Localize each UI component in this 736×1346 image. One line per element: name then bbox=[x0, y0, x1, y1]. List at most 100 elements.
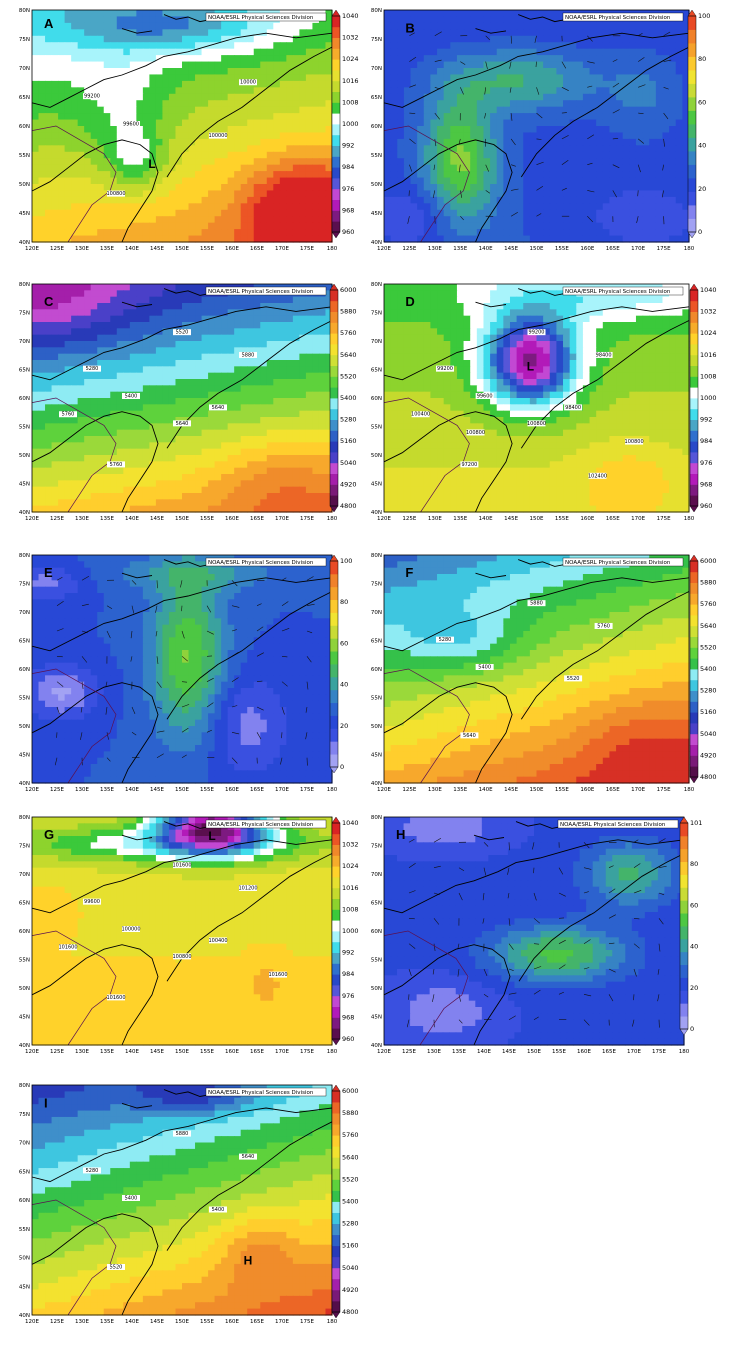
lon-tick-label: 165E bbox=[606, 246, 620, 252]
colorbar-tick-label: 60 bbox=[698, 98, 706, 106]
lat-tick-label: 55N bbox=[371, 153, 382, 159]
lat-tick-label: 40N bbox=[19, 1313, 30, 1319]
lat-tick-label: 60N bbox=[371, 929, 382, 935]
wind-arrow bbox=[633, 943, 640, 949]
wind-arrow bbox=[509, 87, 512, 93]
wind-arrow bbox=[281, 601, 289, 606]
contour-label: 5400 bbox=[478, 665, 491, 671]
wind-arrow bbox=[131, 732, 137, 736]
wind-arrow bbox=[434, 138, 437, 147]
wind-arrow bbox=[434, 59, 442, 62]
lon-tick-label: 120E bbox=[377, 516, 391, 522]
wind-arrow bbox=[306, 681, 309, 690]
panel-d-sea-level-pressure: NOAA/ESRL Physical Sciences Division 80N 7… bbox=[362, 282, 732, 530]
lon-tick-label: 140E bbox=[125, 787, 139, 793]
wind-arrow bbox=[56, 681, 64, 687]
lat-tick-label: 50N bbox=[371, 453, 382, 459]
lat-tick-label: 45N bbox=[19, 1015, 30, 1021]
lat-tick-label: 60N bbox=[371, 396, 382, 402]
field-fill bbox=[384, 555, 690, 784]
wind-arrow bbox=[632, 1019, 635, 1027]
colorbar-tick-label: 992 bbox=[342, 949, 354, 957]
contour-label: 5280 bbox=[86, 366, 99, 372]
wind-arrow bbox=[460, 190, 463, 198]
lat-tick-label: 75N bbox=[19, 1112, 30, 1118]
contour-label: 97200 bbox=[461, 462, 477, 468]
wind-arrow bbox=[231, 677, 239, 682]
lon-tick-label: 145E bbox=[150, 516, 164, 522]
wind-arrow bbox=[306, 656, 312, 663]
lat-tick-label: 45N bbox=[19, 1284, 30, 1290]
colorbar: 6000 5880 5760 5640 5520 5400 5280 5160 5040 4920… bbox=[329, 283, 357, 513]
wind-arrow bbox=[281, 681, 288, 687]
wind-arrow bbox=[658, 943, 661, 952]
wind-arrow bbox=[181, 656, 188, 662]
lon-tick-label: 140E bbox=[125, 1319, 139, 1325]
colorbar-tick-label: 5640 bbox=[340, 351, 357, 359]
credit-label: NOAA/ESRL Physical Sciences Division bbox=[565, 289, 671, 295]
wind-arrow bbox=[105, 681, 108, 688]
lon-tick-label: 165E bbox=[250, 516, 264, 522]
wind-arrow bbox=[533, 892, 537, 901]
lon-tick-label: 150E bbox=[530, 787, 544, 793]
wind-arrow bbox=[608, 968, 616, 973]
wind-arrow bbox=[663, 138, 665, 147]
colorbar-tick-label: 992 bbox=[700, 416, 712, 424]
colorbar-tick-label: 5880 bbox=[342, 1109, 359, 1117]
colorbar: 100 80 60 40 20 0 bbox=[687, 9, 710, 239]
wind-arrow bbox=[663, 31, 671, 37]
colorbar-tick-label: 60 bbox=[690, 901, 698, 909]
lon-tick-label: 180 bbox=[327, 787, 338, 793]
lon-tick-label: 175E bbox=[300, 787, 314, 793]
wind-arrow bbox=[661, 190, 664, 198]
lat-tick-label: 65N bbox=[19, 901, 30, 907]
wind-arrow bbox=[658, 865, 667, 868]
field-fill bbox=[32, 817, 333, 1046]
lon-tick-label: 180 bbox=[684, 516, 695, 522]
lon-tick-label: 150E bbox=[175, 787, 189, 793]
lon-tick-label: 165E bbox=[250, 1319, 264, 1325]
panel-c-svg: NOAA/ESRL Physical Sciences Division 80N 7… bbox=[19, 282, 357, 522]
wind-arrow bbox=[432, 190, 436, 199]
wind-arrow bbox=[633, 994, 635, 1001]
contour-label: 100800 bbox=[172, 954, 191, 960]
colorbar-tick-label: 992 bbox=[342, 142, 354, 150]
wind-arrow bbox=[206, 702, 214, 708]
colorbar-tick-label: 4920 bbox=[342, 1286, 359, 1294]
wind-arrow bbox=[156, 656, 159, 665]
wind-arrow bbox=[561, 187, 567, 191]
lat-tick-label: 70N bbox=[371, 339, 382, 345]
lon-tick-label: 175E bbox=[657, 787, 671, 793]
lon-tick-label: 165E bbox=[250, 787, 264, 793]
lat-tick-label: 55N bbox=[19, 425, 30, 431]
lat-tick-label: 70N bbox=[19, 66, 30, 72]
lon-tick-label: 125E bbox=[50, 1049, 64, 1055]
wind-arrow bbox=[106, 630, 111, 639]
wind-arrow bbox=[433, 943, 436, 951]
wind-arrow bbox=[433, 164, 436, 171]
lat-tick-label: 60N bbox=[19, 667, 30, 673]
contour-label: 98400 bbox=[596, 352, 612, 358]
low-pressure-marker: L bbox=[208, 829, 215, 843]
panel-f-geopotential-height: NOAA/ESRL Physical Sciences Division 80N 7… bbox=[362, 553, 732, 801]
coastlines bbox=[31, 821, 333, 1046]
lon-tick-label: 135E bbox=[100, 246, 114, 252]
lon-tick-label: 120E bbox=[377, 246, 391, 252]
colorbar-tick-label: 4920 bbox=[340, 480, 357, 488]
wind-arrow bbox=[206, 630, 214, 635]
contour-label: 10000 bbox=[240, 80, 256, 86]
wind-arrow bbox=[485, 164, 489, 172]
contour-label: 99600 bbox=[84, 899, 100, 905]
lon-tick-label: 160E bbox=[580, 246, 594, 252]
wind-arrow bbox=[130, 656, 133, 662]
wind-arrow bbox=[587, 61, 595, 64]
wind-arrow bbox=[508, 968, 514, 971]
credit-label: NOAA/ESRL Physical Sciences Division bbox=[208, 1090, 314, 1096]
wind-arrow bbox=[608, 942, 615, 944]
lat-tick-label: 65N bbox=[371, 95, 382, 101]
lat-tick-label: 75N bbox=[371, 582, 382, 588]
wind-arrow bbox=[482, 918, 485, 924]
low-pressure-marker: L bbox=[527, 360, 534, 374]
colorbar-tick-label: 1000 bbox=[342, 927, 359, 935]
wind-arrow bbox=[231, 732, 240, 735]
